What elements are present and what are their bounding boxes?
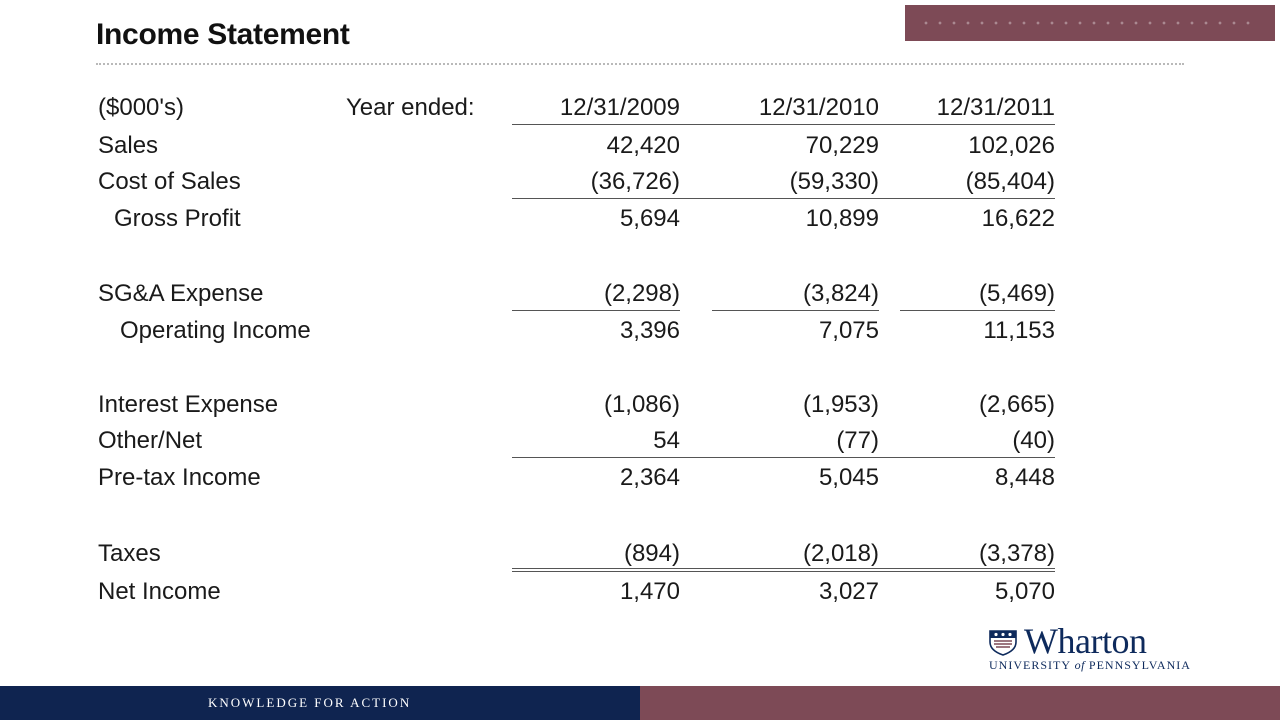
wharton-logo: Wharton UNIVERSITY of PENNSYLVANIA xyxy=(988,621,1193,673)
row-value-2010: 10,899 xyxy=(805,205,879,232)
row-value-2011: 102,026 xyxy=(968,132,1055,159)
row-value-2009: (894) xyxy=(623,540,680,567)
row-value-2009: (36,726) xyxy=(590,168,680,195)
column-header-2011: 12/31/2011 xyxy=(936,94,1055,121)
table-row-operating-income: Operating Income 3,396 7,075 11,153 xyxy=(0,317,1280,353)
subtitle-of: of xyxy=(1074,658,1085,672)
row-label: Gross Profit xyxy=(114,205,241,232)
band-pattern xyxy=(919,20,1259,26)
row-label: SG&A Expense xyxy=(98,280,264,307)
subtotal-underline xyxy=(712,310,879,311)
footer-bar-maroon xyxy=(640,686,1280,720)
row-value-2009: (2,298) xyxy=(603,280,680,307)
subtotal-underline xyxy=(512,198,1055,199)
header-underline xyxy=(512,124,1055,125)
column-header-2009: 12/31/2009 xyxy=(559,94,680,121)
subtitle-pennsylvania: PENNSYLVANIA xyxy=(1084,658,1191,672)
wharton-subtitle: UNIVERSITY of PENNSYLVANIA xyxy=(989,658,1191,673)
row-value-2009: (1,086) xyxy=(603,391,680,418)
table-row-taxes: Taxes (894) (2,018) (3,378) xyxy=(0,540,1280,576)
total-double-underline xyxy=(512,571,1055,572)
table-row-sales: Sales 42,420 70,229 102,026 xyxy=(0,132,1280,168)
penn-shield-icon xyxy=(989,630,1017,656)
subtitle-university: UNIVERSITY xyxy=(989,658,1075,672)
row-value-2011: (3,378) xyxy=(978,540,1055,567)
table-row-net-income: Net Income 1,470 3,027 5,070 xyxy=(0,578,1280,614)
row-value-2009: 54 xyxy=(653,427,680,454)
row-value-2009: 3,396 xyxy=(619,317,680,344)
row-value-2010: 5,045 xyxy=(818,464,879,491)
row-value-2010: 70,229 xyxy=(805,132,879,159)
row-value-2011: (85,404) xyxy=(965,168,1055,195)
row-label: Taxes xyxy=(98,540,161,567)
row-value-2009: 1,470 xyxy=(619,578,680,605)
row-label: Sales xyxy=(98,132,159,159)
title-divider xyxy=(96,63,1184,65)
subtotal-underline xyxy=(512,310,680,311)
row-value-2011: (5,469) xyxy=(978,280,1055,307)
footer-tagline: KNOWLEDGE FOR ACTION xyxy=(208,695,412,710)
row-label: Pre-tax Income xyxy=(98,464,261,491)
subtotal-underline xyxy=(900,310,1055,311)
column-header-2010: 12/31/2010 xyxy=(758,94,879,121)
row-value-2011: (2,665) xyxy=(978,391,1055,418)
row-value-2009: 5,694 xyxy=(619,205,680,232)
row-value-2010: (77) xyxy=(836,427,879,454)
row-value-2009: 42,420 xyxy=(606,132,680,159)
row-value-2011: 16,622 xyxy=(981,205,1055,232)
slide-title: Income Statement xyxy=(96,18,350,51)
table-row-gross-profit: Gross Profit 5,694 10,899 16,622 xyxy=(0,205,1280,241)
row-value-2010: (2,018) xyxy=(802,540,879,567)
row-label: Interest Expense xyxy=(98,391,279,418)
row-label: Net Income xyxy=(98,578,221,605)
row-label: Cost of Sales xyxy=(98,168,241,195)
total-double-underline xyxy=(512,568,1055,569)
table-row-cost-of-sales: Cost of Sales (36,726) (59,330) (85,404) xyxy=(0,168,1280,204)
wharton-wordmark: Wharton xyxy=(1024,621,1147,661)
row-label: Operating Income xyxy=(120,317,311,344)
row-value-2010: (1,953) xyxy=(802,391,879,418)
header-decorative-band xyxy=(905,5,1275,41)
row-value-2009: 2,364 xyxy=(619,464,680,491)
footer-bar-navy: KNOWLEDGE FOR ACTION xyxy=(0,686,640,720)
row-value-2011: (40) xyxy=(1012,427,1055,454)
table-row-pretax-income: Pre-tax Income 2,364 5,045 8,448 xyxy=(0,464,1280,500)
row-value-2011: 11,153 xyxy=(983,317,1055,344)
table-row-interest-expense: Interest Expense (1,086) (1,953) (2,665) xyxy=(0,391,1280,427)
subtotal-underline xyxy=(512,457,1055,458)
table-header-row: ($000's) Year ended: 12/31/2009 12/31/20… xyxy=(0,94,1280,130)
row-label: Other/Net xyxy=(98,427,203,454)
table-row-sga-expense: SG&A Expense (2,298) (3,824) (5,469) xyxy=(0,280,1280,316)
row-value-2010: 3,027 xyxy=(818,578,879,605)
row-value-2011: 8,448 xyxy=(994,464,1055,491)
year-ended-label: Year ended: xyxy=(346,94,475,121)
row-value-2011: 5,070 xyxy=(994,578,1055,605)
units-label: ($000's) xyxy=(98,94,184,121)
row-value-2010: 7,075 xyxy=(818,317,879,344)
row-value-2010: (3,824) xyxy=(802,280,879,307)
table-row-other-net: Other/Net 54 (77) (40) xyxy=(0,427,1280,463)
row-value-2010: (59,330) xyxy=(789,168,879,195)
